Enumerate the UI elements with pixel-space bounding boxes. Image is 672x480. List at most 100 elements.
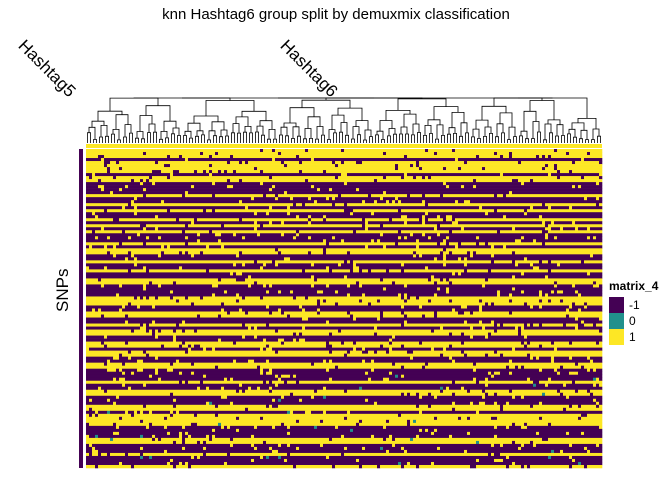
heatmap-cell [536, 431, 540, 436]
heatmap-cell [338, 263, 342, 267]
heatmap-cell [92, 245, 105, 249]
heatmap-cell [326, 251, 348, 255]
heatmap-cell [200, 239, 219, 243]
heatmap-cell [113, 176, 117, 180]
heatmap-cell [344, 161, 357, 165]
heatmap-cell [290, 410, 294, 415]
heatmap-cell [299, 332, 303, 336]
heatmap-cell [380, 197, 384, 201]
heatmap-cell [398, 461, 402, 466]
heatmap-cell [194, 362, 312, 366]
heatmap-cell [128, 302, 132, 306]
heatmap-cell [389, 419, 408, 424]
heatmap-cell [323, 443, 393, 448]
legend-item: 1 [609, 329, 658, 345]
heatmap-cell [500, 407, 504, 412]
heatmap-cell [512, 299, 540, 303]
heatmap-cell [176, 338, 219, 342]
heatmap-cell [533, 380, 540, 385]
heatmap-cell [542, 260, 549, 264]
heatmap-cell [422, 215, 426, 219]
heatmap-cell [449, 332, 453, 336]
heatmap-cell [389, 377, 474, 382]
heatmap-cell [92, 446, 96, 451]
dendrogram-branch [124, 124, 132, 137]
heatmap-cell [467, 305, 480, 309]
heatmap-cell [593, 392, 603, 397]
heatmap-cell [155, 227, 159, 231]
heatmap-cell [539, 155, 543, 159]
dendrogram-branch [376, 130, 384, 140]
heatmap-cell [185, 440, 198, 445]
heatmap-cell [269, 386, 273, 391]
heatmap-cell [323, 218, 327, 222]
heatmap-cell [590, 227, 603, 231]
heatmap-cell [359, 386, 363, 391]
heatmap-cell [179, 266, 183, 270]
heatmap-cell [314, 158, 456, 162]
heatmap-cell [239, 428, 351, 433]
heatmap-cell [596, 203, 600, 207]
heatmap-cell [191, 302, 195, 306]
dendrogram-branch [91, 120, 105, 128]
heatmap-cell [392, 335, 396, 339]
heatmap-cell [260, 224, 264, 228]
heatmap-cell [239, 200, 243, 204]
heatmap-cell [173, 392, 291, 397]
heatmap-cell [401, 293, 405, 297]
heatmap-cell [338, 302, 369, 306]
heatmap-cell [470, 326, 474, 330]
heatmap-cell [494, 425, 498, 430]
heatmap-cell [350, 428, 354, 433]
heatmap-cell [269, 284, 273, 288]
heatmap-cell [383, 176, 387, 180]
heatmap-cell [305, 410, 312, 415]
heatmap-cell [119, 395, 222, 400]
heatmap-cell [599, 317, 603, 321]
heatmap-cell [554, 221, 573, 225]
heatmap-cell [479, 401, 486, 406]
heatmap-cell [365, 359, 372, 363]
heatmap-cell [278, 290, 282, 294]
heatmap-cell [428, 404, 432, 409]
heatmap-cell [323, 170, 327, 174]
heatmap-cell [539, 401, 543, 406]
heatmap-cell [128, 356, 132, 360]
heatmap-cell [509, 299, 513, 303]
heatmap-cell [149, 179, 228, 183]
heatmap-cell [596, 323, 603, 327]
heatmap-cell [548, 224, 603, 228]
heatmap-cell [146, 194, 183, 198]
heatmap-cell [575, 302, 585, 306]
heatmap-cell [434, 227, 438, 231]
heatmap-cell [152, 170, 162, 174]
heatmap-cell [221, 233, 234, 237]
heatmap-cell [206, 374, 276, 379]
heatmap-cell [290, 392, 294, 397]
heatmap-cell [437, 233, 441, 237]
heatmap-cell [431, 176, 558, 180]
heatmap-cell [350, 410, 420, 415]
heatmap-cell [179, 431, 183, 436]
heatmap-cell [269, 212, 288, 216]
heatmap-cell [440, 233, 546, 237]
heatmap-cell [356, 422, 360, 427]
heatmap-cell [542, 293, 546, 297]
heatmap-cell [563, 299, 603, 303]
heatmap-cell [524, 443, 534, 448]
heatmap-cell [191, 347, 204, 351]
heatmap-cell [143, 188, 147, 192]
heatmap-cell [257, 233, 261, 237]
heatmap-cell [398, 293, 402, 297]
heatmap-cell [440, 326, 444, 330]
heatmap-cell [422, 365, 426, 369]
heatmap-cell [530, 263, 534, 267]
heatmap-cell [593, 236, 597, 240]
heatmap-cell [407, 296, 411, 300]
heatmap-cell [131, 236, 147, 240]
heatmap-cell [467, 320, 480, 324]
column-dendrogram [87, 97, 601, 143]
heatmap-cell [221, 239, 324, 243]
heatmap-cell [188, 434, 192, 439]
heatmap-cell [542, 437, 549, 442]
